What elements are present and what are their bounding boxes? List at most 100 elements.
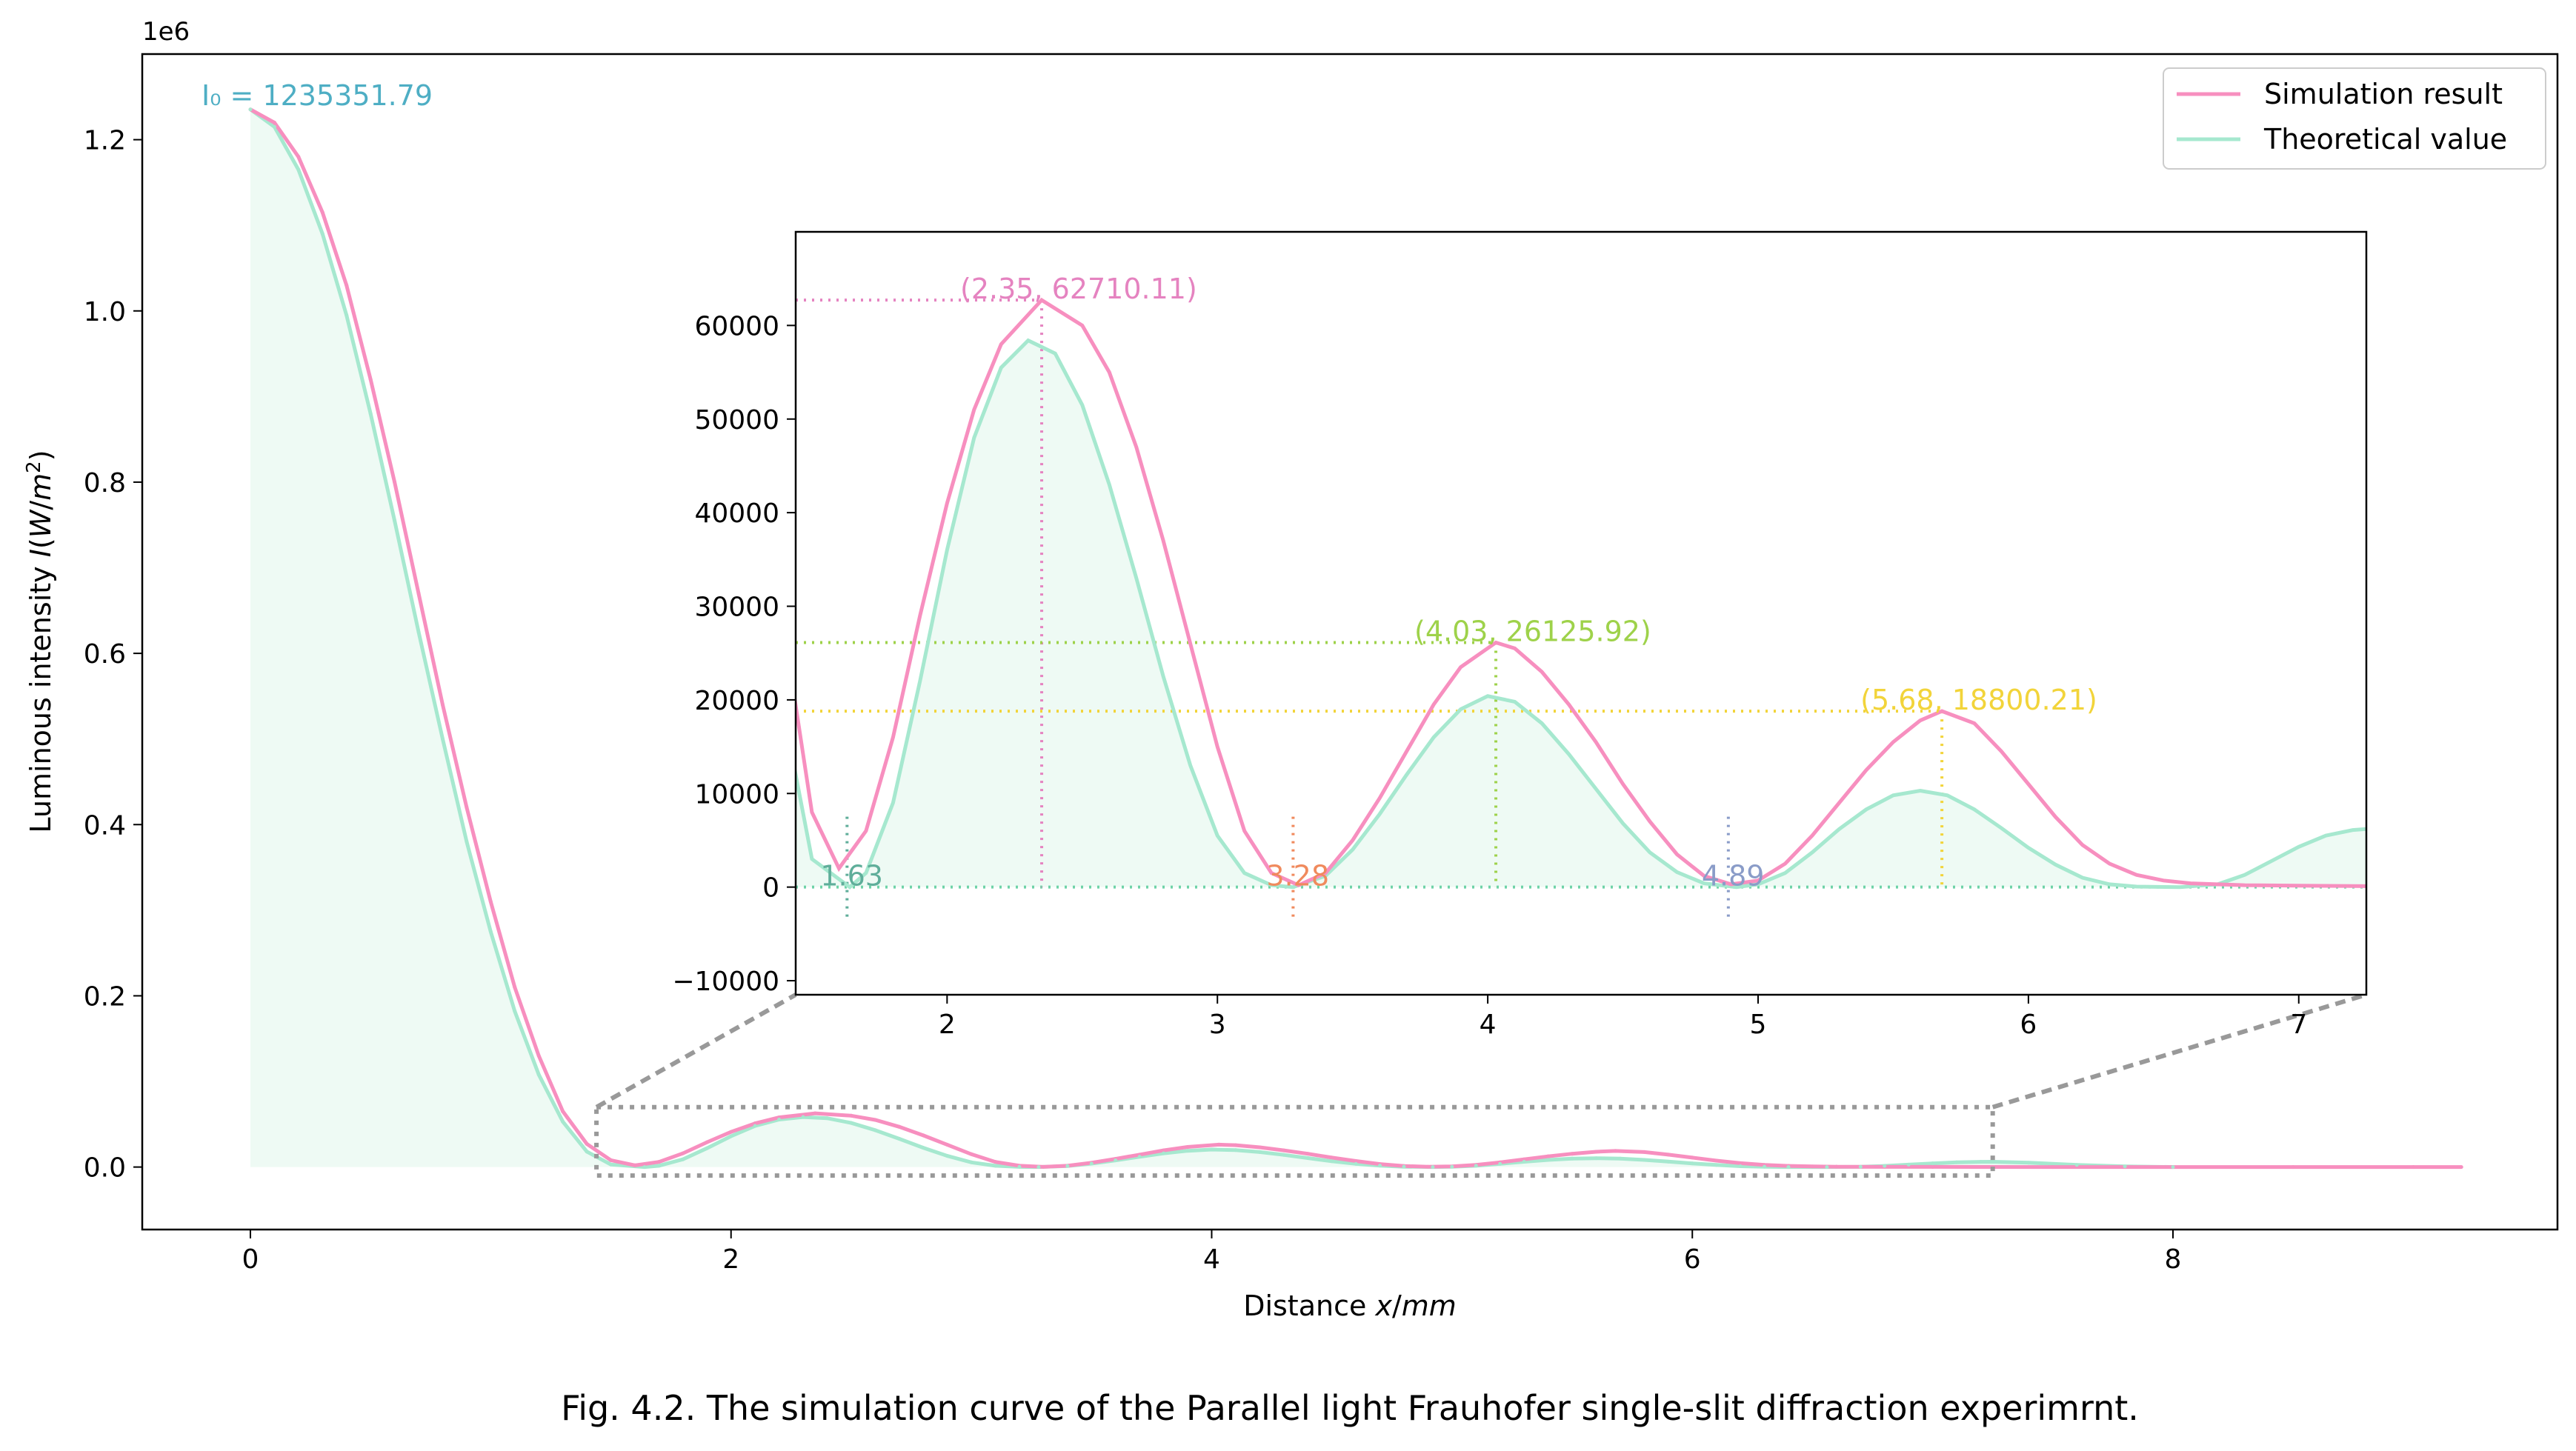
theory-point — [513, 1009, 517, 1013]
theory-point — [945, 1154, 950, 1158]
inset-x-tick-label: 7 — [2290, 1010, 2307, 1040]
inset-x-tick-label: 2 — [939, 1010, 956, 1040]
theory-fill-area — [250, 109, 2173, 1167]
simulation-point — [945, 1143, 950, 1147]
inset-min-label: 4.89 — [1702, 860, 1765, 893]
theory-point — [2026, 1161, 2031, 1165]
theory-point — [1402, 1164, 1406, 1169]
inset-y-tick-label: 60000 — [694, 311, 779, 341]
x-tick-label: 0 — [242, 1244, 259, 1275]
theory-point — [1257, 1150, 1262, 1154]
simulation-point — [609, 1158, 613, 1162]
inset-x-tick-label: 5 — [1750, 1010, 1767, 1040]
simulation-point — [296, 155, 301, 159]
simulation-point — [656, 1160, 661, 1164]
simulation-point — [320, 210, 325, 215]
legend: Simulation result Theoretical value — [2163, 67, 2546, 170]
figure-caption: Fig. 4.2. The simulation curve of the Pa… — [561, 1388, 2139, 1428]
theory-point — [849, 1121, 853, 1125]
simulation-point — [873, 1118, 877, 1122]
simulation-point — [729, 1130, 733, 1134]
theory-point — [1498, 1161, 1502, 1166]
theory-point — [1065, 1164, 1070, 1168]
theory-point — [465, 839, 469, 844]
theory-point — [1978, 1160, 1983, 1164]
theory-point — [1642, 1158, 1646, 1162]
simulation-point — [1570, 1152, 1574, 1156]
y-tick-label: 0.4 — [84, 810, 126, 841]
theory-point — [705, 1146, 709, 1150]
inset-axes-frame — [794, 230, 2368, 996]
y-tick-label: 1.2 — [84, 126, 126, 156]
inset-y-tick-label: 0 — [762, 873, 779, 904]
simulation-point — [1931, 1164, 1935, 1169]
theory-point — [1738, 1164, 1743, 1168]
theory-point — [897, 1136, 902, 1141]
simulation-point — [1282, 1148, 1286, 1153]
simulation-point — [705, 1140, 709, 1144]
inset-max-label: (2.35, 62710.11) — [960, 273, 1197, 305]
simulation-point — [2051, 1165, 2055, 1170]
simulation-point — [897, 1124, 902, 1129]
y-tick-label: 0.2 — [84, 981, 126, 1012]
theory-point — [1991, 1159, 1995, 1164]
simulation-point — [2291, 1165, 2295, 1170]
theory-point — [1883, 1164, 1887, 1168]
theory-point — [1570, 1156, 1574, 1161]
theory-point — [585, 1150, 589, 1154]
simulation-point — [2459, 1165, 2463, 1170]
inset-x-tick-label: 3 — [1209, 1010, 1226, 1040]
theory-point — [825, 1116, 829, 1121]
theory-point — [1690, 1161, 1694, 1166]
inset-x-tick-label: 6 — [2020, 1010, 2037, 1040]
simulation-point — [368, 377, 373, 381]
theory-point — [873, 1128, 877, 1133]
simulation-point — [994, 1160, 998, 1164]
theory-point — [1282, 1153, 1286, 1157]
theory-point — [1162, 1151, 1166, 1155]
inset-y-tick-label: 50000 — [694, 405, 779, 436]
theory-point — [416, 630, 421, 634]
theory-point — [777, 1117, 782, 1121]
theory-point — [1594, 1156, 1598, 1161]
simulation-point — [1330, 1155, 1334, 1160]
theory-point — [1858, 1164, 1863, 1169]
theory-point — [1786, 1165, 1791, 1170]
inset-x-tick-label: 4 — [1480, 1010, 1497, 1040]
theory-point — [1763, 1164, 1767, 1169]
svg-text:Luminous intensity I(W/m2): Luminous intensity I(W/m2) — [23, 450, 57, 833]
theory-point — [320, 232, 325, 236]
simulation-point — [681, 1151, 685, 1155]
theory-point — [1036, 1165, 1041, 1170]
simulation-point — [1257, 1145, 1262, 1150]
theory-point — [1305, 1155, 1310, 1160]
inset-theory-line — [796, 338, 2366, 890]
theory-point — [536, 1073, 541, 1077]
theory-point — [1431, 1165, 1435, 1170]
theory-point — [681, 1157, 685, 1161]
theory-point — [801, 1115, 805, 1119]
legend-label-simulation: Simulation result — [2264, 78, 2503, 110]
theory-point — [921, 1146, 925, 1150]
x-tick-label: 6 — [1684, 1244, 1701, 1275]
x-axis-label: Distance x/mm — [1243, 1290, 1457, 1322]
simulation-point — [1546, 1154, 1551, 1158]
simulation-point — [813, 1111, 817, 1115]
theory-point — [272, 124, 276, 129]
simulation-point — [1613, 1149, 1617, 1153]
simulation-point — [1354, 1159, 1358, 1164]
theory-point — [440, 737, 445, 741]
theory-point — [969, 1160, 974, 1164]
simulation-point — [921, 1133, 925, 1138]
simulation-point — [416, 591, 421, 596]
theory-point — [296, 167, 301, 172]
simulation-point — [1425, 1164, 1430, 1169]
y-offset-label: 1e6 — [142, 17, 190, 47]
theory-point — [393, 518, 397, 523]
inset-y-tick-label: 20000 — [694, 686, 779, 716]
theory-point — [1906, 1162, 1911, 1167]
simulation-point — [1594, 1150, 1598, 1154]
theory-point — [1522, 1159, 1526, 1164]
simulation-point — [1690, 1155, 1694, 1160]
inset-simulation-line — [796, 297, 2366, 888]
